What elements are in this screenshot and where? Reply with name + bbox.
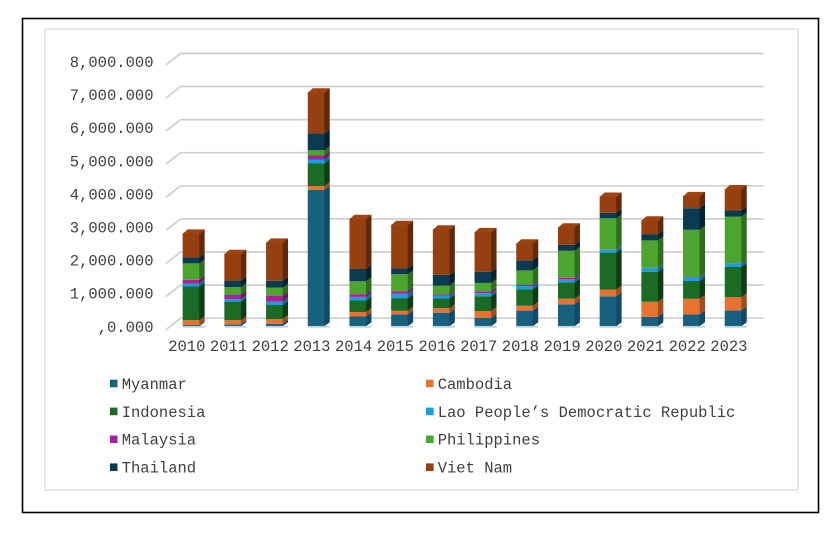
svg-text:Viet Nam: Viet Nam: [438, 460, 512, 478]
svg-text:2,000.000: 2,000.000: [70, 253, 154, 271]
svg-text:2012: 2012: [252, 338, 289, 356]
svg-text:Cambodia: Cambodia: [438, 376, 512, 394]
svg-text:2018: 2018: [502, 338, 539, 356]
svg-text:Lao People’s Democratic Republ: Lao People’s Democratic Republic: [438, 404, 736, 422]
svg-text:2023: 2023: [710, 338, 747, 356]
svg-text:2020: 2020: [585, 338, 622, 356]
svg-text:2010: 2010: [168, 338, 205, 356]
svg-text:2014: 2014: [335, 338, 372, 356]
svg-text:2017: 2017: [460, 338, 497, 356]
svg-text:2019: 2019: [543, 338, 580, 356]
svg-text:2021: 2021: [627, 338, 664, 356]
svg-text:2013: 2013: [293, 338, 330, 356]
svg-text:2015: 2015: [377, 338, 414, 356]
svg-text:2011: 2011: [210, 338, 247, 356]
svg-text:3,000.000: 3,000.000: [70, 220, 154, 238]
svg-text:7,000.000: 7,000.000: [70, 87, 154, 105]
svg-text:4,000.000: 4,000.000: [70, 186, 154, 204]
svg-text:Myanmar: Myanmar: [122, 376, 187, 394]
svg-text:Indonesia: Indonesia: [122, 404, 206, 422]
svg-text:2016: 2016: [418, 338, 455, 356]
svg-text:2022: 2022: [669, 338, 706, 356]
svg-text:6,000.000: 6,000.000: [70, 120, 154, 138]
svg-text:Malaysia: Malaysia: [122, 432, 196, 450]
svg-text:Philippines: Philippines: [438, 432, 540, 450]
svg-text:1,000.000: 1,000.000: [70, 286, 154, 304]
svg-text:8,000.000: 8,000.000: [70, 54, 154, 72]
svg-text:5,000.000: 5,000.000: [70, 153, 154, 171]
svg-text:,0.000: ,0.000: [98, 319, 154, 337]
svg-text:Thailand: Thailand: [122, 460, 196, 478]
